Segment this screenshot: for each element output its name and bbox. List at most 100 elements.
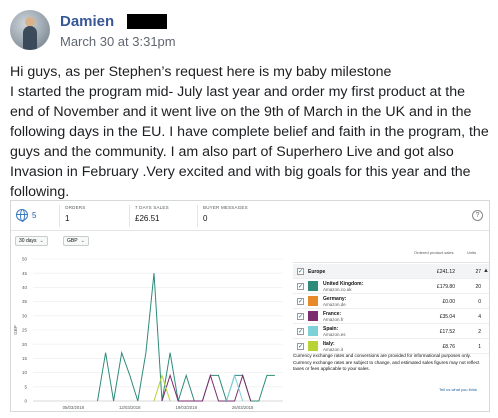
marketplace-name: Europe <box>308 269 325 275</box>
y-tick-label: 10 <box>22 370 28 375</box>
marketplace-label: Spain: <box>323 326 339 332</box>
units-value: 27 <box>475 269 481 275</box>
checkbox[interactable]: ✓ <box>297 283 304 290</box>
y-tick-label: 45 <box>22 271 28 276</box>
marketplace-domain: Amazon.fr <box>323 317 344 322</box>
table-header: Ordered product sales Units <box>293 247 489 263</box>
currency-select[interactable]: GBP ⌄ <box>63 236 89 246</box>
units-value: 20 <box>475 284 481 290</box>
checkbox[interactable]: ✓ <box>297 298 304 305</box>
post-text: Hi guys, as per Stephen’s request here i… <box>10 62 492 202</box>
units-value: 2 <box>478 329 481 335</box>
y-tick-label: 25 <box>22 328 28 333</box>
stat-buyer-messages: BUYER MESSAGES 0 <box>203 205 248 223</box>
sales-value: £8.76 <box>442 344 455 350</box>
currency-disclaimer: Currency exchange rates and conversions … <box>293 353 480 371</box>
stat-label: 7 DAYS SALES <box>135 205 169 210</box>
stat-value: 0 <box>203 214 208 223</box>
avatar-head <box>25 17 35 27</box>
sales-line-chart: 0 5 10 15 20 25 30 35 40 45 50 05/03/2018 12/03/2018… <box>13 257 283 410</box>
sales-dashboard-screenshot[interactable]: 5 ORDERS 1 7 DAYS SALES £26.51 BUYER MES… <box>10 200 490 412</box>
y-tick-label: 5 <box>24 384 27 389</box>
marketplace-label: United Kingdom: <box>323 281 364 287</box>
series-line <box>153 373 171 402</box>
stat-value: £26.51 <box>135 214 160 223</box>
marketplace-name: United Kingdom: Amazon.co.uk <box>323 281 363 293</box>
marketplace-row[interactable]: ✓ Spain: Amazon.es £17.52 2 <box>293 324 489 339</box>
marketplace-domain: Amazon.co.uk <box>323 287 352 292</box>
post-header: Damien March 30 at 3:31pm <box>10 8 490 52</box>
units-value: 1 <box>478 344 481 350</box>
stat-7-day-sales: 7 DAYS SALES £26.51 <box>135 205 169 223</box>
y-tick-label: 30 <box>22 313 28 318</box>
y-tick-label: 20 <box>22 342 28 347</box>
marketplace-name: Germany: Amazon.de <box>323 296 346 308</box>
stat-divider <box>129 205 130 227</box>
x-tick-label: 12/03/2018 <box>119 405 141 410</box>
y-tick-label: 40 <box>22 285 28 290</box>
checkbox[interactable]: ✓ <box>297 328 304 335</box>
series-swatch <box>308 311 318 321</box>
stat-label: BUYER MESSAGES <box>203 205 248 210</box>
units-value: 4 <box>478 314 481 320</box>
marketplace-name: Spain: Amazon.es <box>323 326 346 338</box>
series-swatch <box>308 281 318 291</box>
y-axis-label: GBP <box>13 325 18 335</box>
marketplace-domain: Amazon.de <box>323 302 346 307</box>
marketplace-label: France: <box>323 311 342 317</box>
globe-icon <box>16 209 28 222</box>
y-tick-label: 50 <box>22 257 28 262</box>
avatar[interactable] <box>10 10 50 50</box>
avatar-body <box>23 26 37 50</box>
series-line <box>226 373 244 402</box>
marketplace-name: Italy: Amazon.it <box>323 341 343 353</box>
series-swatch <box>308 341 318 351</box>
author-name[interactable]: Damien <box>60 13 115 30</box>
stat-value: 1 <box>65 214 70 223</box>
checkbox[interactable]: ✓ <box>297 268 304 275</box>
collapse-caret-icon[interactable]: ▲ <box>483 268 489 274</box>
post-paragraph-1: Hi guys, as per Stephen’s request here i… <box>10 64 392 80</box>
market-count: 5 <box>32 211 37 220</box>
header-units: Units <box>467 250 477 255</box>
marketplace-row[interactable]: ✓ Germany: Amazon.de £0.00 0 <box>293 294 489 309</box>
feedback-link[interactable]: Tell us what you think <box>439 387 478 392</box>
marketplace-label: Germany: <box>323 296 347 302</box>
marketplace-name: France: Amazon.fr <box>323 311 344 323</box>
marketplace-domain: Amazon.it <box>323 347 344 352</box>
series-line <box>161 373 252 402</box>
series-swatch <box>308 326 318 336</box>
series-line <box>97 273 275 403</box>
y-tick-label: 35 <box>22 299 28 304</box>
header-sales: Ordered product sales <box>414 250 454 255</box>
sales-value: £35.04 <box>439 314 455 320</box>
marketplace-row[interactable]: ✓ United Kingdom: Amazon.co.uk £179.80 20 <box>293 279 489 294</box>
series-swatch <box>308 296 318 306</box>
range-select-value: 30 days <box>19 238 37 244</box>
checkbox[interactable]: ✓ <box>297 343 304 350</box>
stat-divider <box>59 205 60 227</box>
chevron-down-icon: ⌄ <box>80 238 85 244</box>
marketplace-label: Italy: <box>323 341 335 347</box>
post-timestamp[interactable]: March 30 at 3:31pm <box>60 34 176 49</box>
help-icon[interactable]: ? <box>472 210 483 221</box>
x-tick-label: 19/03/2018 <box>175 405 197 410</box>
stat-orders: ORDERS 1 <box>65 205 85 223</box>
units-value: 0 <box>478 299 481 305</box>
chevron-down-icon: ⌄ <box>39 238 44 244</box>
sales-value: £0.00 <box>442 299 455 305</box>
x-tick-label: 26/03/2018 <box>232 405 254 410</box>
stats-bar: 5 ORDERS 1 7 DAYS SALES £26.51 BUYER MES… <box>11 201 489 231</box>
marketplace-label: Europe <box>308 269 326 275</box>
currency-select-value: GBP <box>67 238 78 244</box>
marketplace-row[interactable]: ✓ Italy: Amazon.it £8.76 1 <box>293 339 489 354</box>
sales-value: £17.52 <box>439 329 455 335</box>
region-row-europe[interactable]: ✓ Europe £241.12 27 ▲ <box>293 264 489 279</box>
x-tick-label: 05/03/2018 <box>63 405 85 410</box>
checkbox[interactable]: ✓ <box>297 313 304 320</box>
y-tick-label: 0 <box>24 399 27 404</box>
range-select[interactable]: 30 days ⌄ <box>15 236 48 246</box>
y-tick-label: 15 <box>22 356 28 361</box>
marketplace-row[interactable]: ✓ France: Amazon.fr £35.04 4 <box>293 309 489 324</box>
sales-value: £179.80 <box>436 284 455 290</box>
